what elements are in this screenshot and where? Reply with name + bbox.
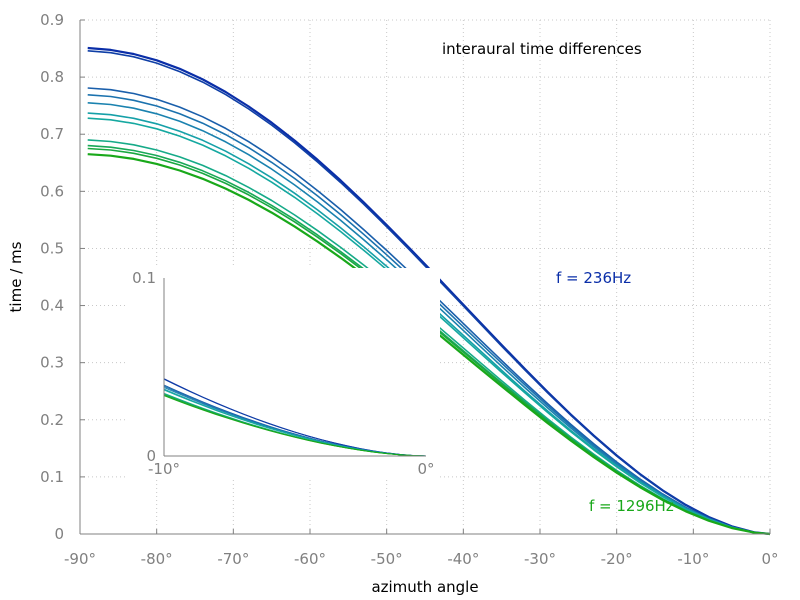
x-axis-label: azimuth angle bbox=[371, 578, 478, 596]
y-tick-label: 0.7 bbox=[40, 125, 64, 143]
axes bbox=[79, 19, 771, 535]
inset-series-group bbox=[164, 378, 426, 456]
annotation-low-frequency: f = 236Hz bbox=[556, 269, 631, 287]
y-tick-label: 0.2 bbox=[40, 411, 64, 429]
inset-x-tick-label: 0° bbox=[417, 460, 434, 478]
x-tick-label: -90° bbox=[64, 550, 96, 568]
inset-y-tick-label: 0.1 bbox=[132, 269, 156, 287]
annotation-high-frequency: f = 1296Hz bbox=[589, 497, 674, 515]
inset-series-line-f11 bbox=[164, 395, 426, 456]
x-tick-label: -10° bbox=[677, 550, 709, 568]
x-tick-label: -60° bbox=[294, 550, 326, 568]
x-tick-label: -40° bbox=[447, 550, 479, 568]
y-tick-label: 0 bbox=[54, 525, 64, 543]
y-axis-label: time / ms bbox=[7, 241, 25, 312]
y-tick-label: 0.6 bbox=[40, 182, 64, 200]
y-tick-label: 0.4 bbox=[40, 297, 64, 315]
chart-title: interaural time differences bbox=[442, 40, 642, 58]
inset-plot: -10° 0° 0 0.1 bbox=[128, 268, 440, 480]
y-tick-label: 0.9 bbox=[40, 11, 64, 29]
x-tick-label: -80° bbox=[141, 550, 173, 568]
x-tick-label: -70° bbox=[217, 550, 249, 568]
x-tick-label: -20° bbox=[601, 550, 633, 568]
x-tick-label: 0° bbox=[761, 550, 778, 568]
tick-labels: -90° -80° -70° -60° -50° -40° -30° -20° -10° 0° 0 0… bbox=[40, 11, 778, 568]
inset-background bbox=[128, 268, 440, 480]
inset-y-tick-label: 0 bbox=[146, 447, 156, 465]
x-tick-label: -30° bbox=[524, 550, 556, 568]
x-tick-label: -50° bbox=[371, 550, 403, 568]
y-tick-label: 0.5 bbox=[40, 239, 64, 257]
y-tick-label: 0.8 bbox=[40, 68, 64, 86]
y-tick-label: 0.1 bbox=[40, 468, 64, 486]
inset-x-tick-label: -10° bbox=[148, 460, 180, 478]
y-tick-label: 0.3 bbox=[40, 354, 64, 372]
